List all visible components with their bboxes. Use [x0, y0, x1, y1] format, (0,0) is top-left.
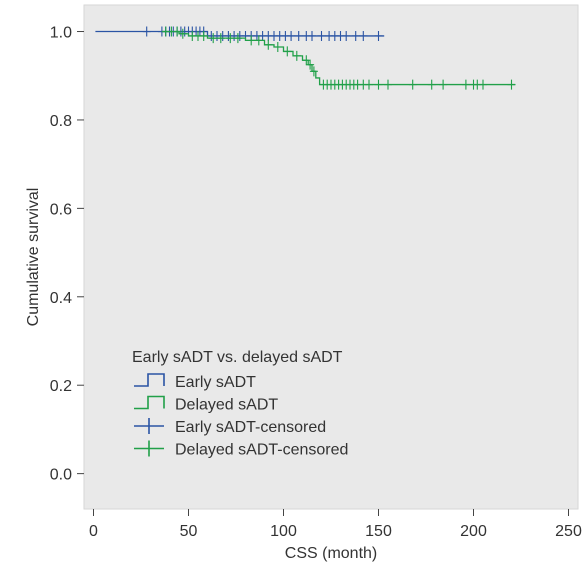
delayed-sadt-censored-mark: [264, 39, 273, 50]
delayed-sadt-censored-mark: [427, 79, 436, 90]
early-sadt-censored-mark: [359, 30, 368, 41]
x-tick-label: 50: [180, 523, 198, 540]
delayed-sadt-censored-mark: [254, 35, 263, 46]
delayed-sadt-censored-mark: [173, 26, 182, 37]
delayed-sadt-censored-mark: [216, 33, 225, 44]
y-tick-label: 0.6: [50, 201, 72, 218]
x-tick-label: 100: [270, 523, 297, 540]
delayed-sadt-censored-mark: [384, 79, 392, 90]
delayed-sadt-censored-mark: [226, 33, 235, 44]
delayed-sadt-censored-mark: [408, 79, 417, 90]
early-sadt-censored-mark: [317, 30, 326, 41]
delayed-sadt-censored-mark: [233, 33, 242, 44]
delayed-sadt-censored-mark: [273, 42, 282, 52]
x-tick-label: 200: [460, 523, 487, 540]
delayed-sadt-censored-mark: [507, 79, 516, 90]
delayed-sadt-censored-mark: [306, 59, 315, 70]
early-sadt-censored-mark: [287, 30, 296, 41]
legend: Early sADT vs. delayed sADT Early sADT Del…: [132, 349, 348, 459]
delayed-sadt-censored-mark: [374, 79, 383, 90]
delayed-sadt-censored-mark: [309, 66, 318, 77]
legend-step-symbol: [134, 395, 165, 410]
early-sadt-censored-mark: [142, 26, 151, 37]
legend-title: Early sADT vs. delayed sADT: [132, 349, 343, 366]
y-tick-label: 0.2: [50, 378, 72, 395]
legend-cross-symbol: [134, 418, 164, 434]
legend-cross-symbol: [134, 440, 164, 457]
y-tick-label: 0.4: [50, 290, 72, 307]
delayed-sadt-censored-mark: [247, 35, 256, 46]
delayed-sadt-censored-mark: [178, 28, 187, 39]
x-tick-label: 0: [89, 523, 98, 540]
delayed-sadt-censored-mark: [461, 79, 470, 90]
early-sadt-censored-mark: [294, 30, 303, 41]
delayed-sadt-censored-mark: [292, 50, 301, 61]
early-sadt-censored-mark: [374, 30, 383, 41]
delayed-sadt-censored-mark: [365, 79, 373, 90]
delayed-sadt-censored-mark: [199, 30, 208, 41]
delayed-sadt-censored-mark: [439, 79, 448, 90]
delayed-sadt-censored-mark: [283, 46, 292, 57]
y-tick-label: 0.0: [50, 467, 72, 484]
delayed-sadt-censored-mark: [209, 33, 218, 44]
y-tick-label: 0.8: [50, 113, 72, 130]
early-sadt-censored-mark: [351, 30, 360, 41]
legend-label: Early sADT-censored: [175, 419, 326, 436]
series-layer: [95, 26, 516, 90]
delayed-sadt-censored-mark: [302, 55, 311, 66]
legend-step-symbol: [134, 373, 165, 387]
x-tick-label: 250: [555, 523, 582, 540]
legend-label: Delayed sADT-censored: [175, 442, 348, 459]
axes: 0 50 100 150 200 250 0.0 0.2 0.4 0.6 0.8 1.0: [50, 25, 582, 540]
y-axis-title: Cumulative survival: [25, 188, 42, 327]
y-tick-label: 1.0: [50, 25, 72, 42]
legend-label: Early sADT: [175, 374, 256, 391]
early-sadt-censored-mark: [308, 30, 316, 41]
x-tick-label: 150: [365, 523, 392, 540]
legend-label: Delayed sADT: [175, 397, 278, 414]
x-axis-title: CSS (month): [285, 545, 377, 562]
early-sadt-censored-mark: [342, 30, 351, 41]
delayed-sadt-censored-mark: [479, 79, 487, 90]
